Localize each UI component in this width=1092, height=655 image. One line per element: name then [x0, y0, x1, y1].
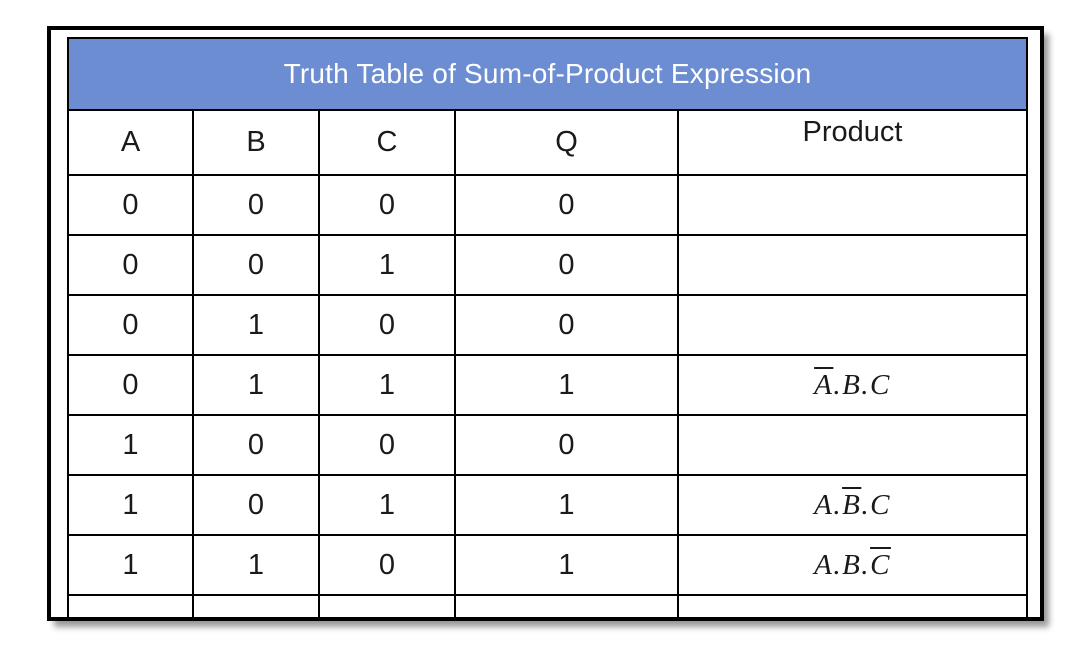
table-row-clipped	[67, 594, 1029, 617]
cell-c: 0	[318, 174, 456, 236]
negated-term: A	[814, 368, 834, 401]
term: A.	[814, 488, 843, 521]
cell-b: 0	[192, 474, 320, 536]
table-row-3: 0 1 1 1 A.B.C	[67, 354, 1029, 416]
cell-a: 1	[67, 474, 194, 536]
cell-c: 0	[318, 294, 456, 356]
cell-a: 1	[67, 414, 194, 476]
cell-c: 1	[318, 474, 456, 536]
table-row-2: 0 1 0 0	[67, 294, 1029, 356]
cell-c: 1	[318, 354, 456, 416]
cell-b: 0	[192, 234, 320, 296]
column-header-b: B	[192, 109, 320, 176]
cell-c: 0	[318, 414, 456, 476]
cell-b: 0	[192, 174, 320, 236]
product-cell-a-and-not-b-and-c: A.B.C	[676, 474, 1029, 536]
cell-b-clipped	[192, 594, 320, 617]
cell-c-clipped	[318, 594, 456, 617]
cell-a: 1	[67, 534, 194, 596]
cell-a: 0	[67, 294, 194, 356]
cell-b: 0	[192, 414, 320, 476]
table-title: Truth Table of Sum-of-Product Expression	[66, 37, 1029, 111]
table-row-6: 1 1 0 1 A.B.C	[67, 534, 1029, 596]
table-row-0: 0 0 0 0	[67, 174, 1029, 236]
column-header-q: Q	[454, 109, 679, 176]
product-cell	[676, 414, 1029, 476]
cell-q: 0	[454, 414, 679, 476]
negated-term: B	[842, 488, 862, 521]
cell-c: 0	[318, 534, 456, 596]
term: A.B.	[814, 548, 871, 581]
cell-q: 1	[454, 474, 679, 536]
negated-term: C	[870, 548, 891, 581]
cell-b: 1	[192, 534, 320, 596]
header-row: A B C Q Product	[67, 109, 1029, 176]
product-cell	[676, 174, 1029, 236]
cell-q: 1	[454, 534, 679, 596]
title-banner-row: Truth Table of Sum-of-Product Expression	[66, 37, 1029, 111]
table-row-4: 1 0 0 0	[67, 414, 1029, 476]
cell-a-clipped	[67, 594, 194, 617]
cell-b: 1	[192, 294, 320, 356]
cell-a: 0	[67, 354, 194, 416]
column-header-c: C	[318, 109, 456, 176]
product-cell-not-a-and-b-and-c: A.B.C	[676, 354, 1029, 416]
product-cell-clipped	[676, 594, 1029, 617]
cell-q: 0	[454, 174, 679, 236]
term: .C	[861, 488, 891, 521]
column-header-product: Product	[676, 109, 1029, 176]
product-cell	[676, 234, 1029, 296]
cell-q: 0	[454, 294, 679, 356]
cell-q: 1	[454, 354, 679, 416]
cell-q: 0	[454, 234, 679, 296]
cell-a: 0	[67, 174, 194, 236]
cell-q-clipped	[454, 594, 679, 617]
term: .B.C	[833, 368, 891, 401]
cell-c: 1	[318, 234, 456, 296]
truth-table: Truth Table of Sum-of-Product Expression…	[66, 37, 1029, 617]
cell-a: 0	[67, 234, 194, 296]
table-row-1: 0 0 1 0	[67, 234, 1029, 296]
cell-b: 1	[192, 354, 320, 416]
column-header-a: A	[67, 109, 194, 176]
table-row-5: 1 0 1 1 A.B.C	[67, 474, 1029, 536]
product-cell	[676, 294, 1029, 356]
figure-frame: Truth Table of Sum-of-Product Expression…	[47, 26, 1044, 621]
product-cell-a-and-b-and-not-c: A.B.C	[676, 534, 1029, 596]
